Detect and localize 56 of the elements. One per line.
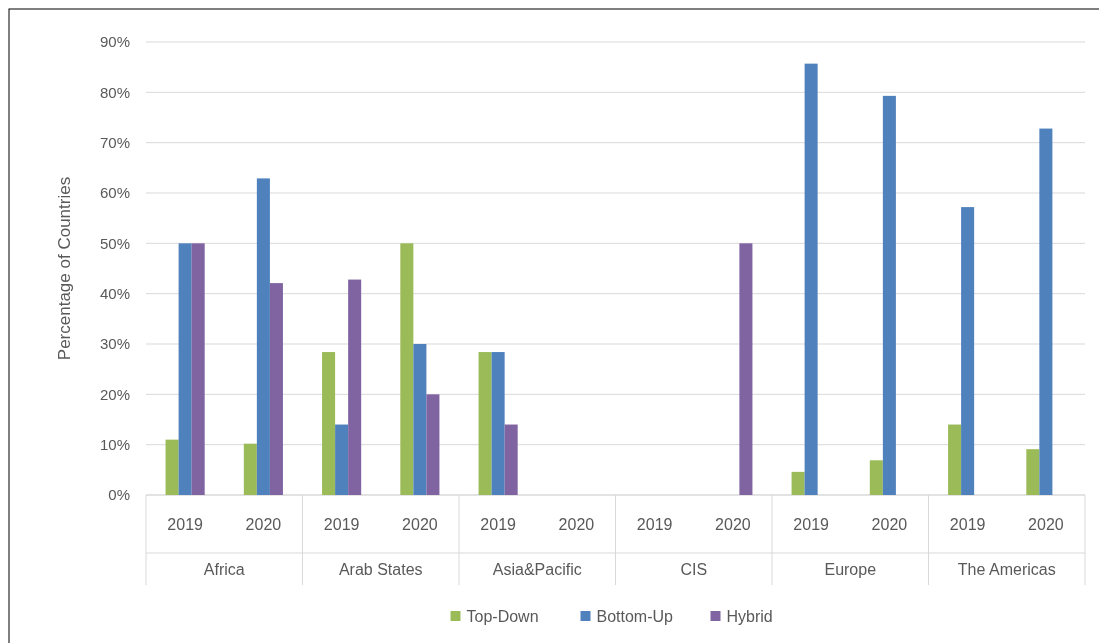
bar xyxy=(791,471,805,495)
x-tick-label: 2019 xyxy=(793,516,830,533)
y-tick-label: 10% xyxy=(99,435,130,453)
bar xyxy=(1026,449,1040,495)
text: Africa xyxy=(203,561,245,578)
y-tick-label: 70% xyxy=(99,133,130,151)
x-tick-label: 2020 xyxy=(245,516,282,533)
y-tick-label: 60% xyxy=(99,184,130,202)
x-tick-label: 2020 xyxy=(402,516,438,533)
y-tick-label: 50% xyxy=(99,234,130,252)
x-tick-label: 2019 xyxy=(323,516,360,533)
y-tick-label: 90% xyxy=(99,33,130,51)
x-tick-label: 2020 xyxy=(1028,516,1064,533)
y-tick-label: 40% xyxy=(99,284,130,302)
x-tick-label: 2020 xyxy=(715,516,751,533)
bar xyxy=(413,344,427,495)
bar xyxy=(191,243,205,495)
x-tick-label: 2019 xyxy=(636,516,673,533)
text: CIS xyxy=(680,561,708,578)
bar xyxy=(1039,128,1053,495)
y-tick-label: 20% xyxy=(99,385,130,403)
x-tick-label: 2019 xyxy=(167,516,204,533)
bar xyxy=(165,439,179,495)
legend-label: Bottom-Up xyxy=(596,607,674,625)
bar xyxy=(426,394,440,495)
bar xyxy=(256,178,270,495)
text: Arab States xyxy=(338,561,423,578)
legend-label: Top-Down xyxy=(466,607,539,625)
text: Europe xyxy=(824,561,877,578)
bar xyxy=(178,243,192,495)
x-tick-label: 2019 xyxy=(949,516,986,533)
bar xyxy=(322,352,336,495)
x-tick-label: 2020 xyxy=(558,516,595,533)
bar xyxy=(348,279,362,495)
bar xyxy=(400,243,414,495)
bar xyxy=(335,424,349,495)
bar xyxy=(491,352,505,495)
y-tick-label: 0% xyxy=(108,486,130,504)
bar xyxy=(804,63,818,495)
bar xyxy=(882,95,896,495)
text: The Americas xyxy=(957,561,1056,578)
x-tick-label: 2020 xyxy=(871,516,908,533)
bar xyxy=(739,243,753,495)
bar xyxy=(478,352,492,495)
bar xyxy=(504,424,518,495)
y-axis-title: Percentage of Countries xyxy=(55,176,74,361)
bar xyxy=(869,460,883,495)
y-tick-label: 80% xyxy=(99,83,130,101)
x-tick-label: 2019 xyxy=(480,516,517,533)
text: Asia&Pacific xyxy=(492,561,582,578)
bar xyxy=(269,283,283,495)
y-tick-label: 30% xyxy=(99,335,130,353)
bar xyxy=(243,443,257,495)
bar xyxy=(948,424,962,495)
legend-label: Hybrid xyxy=(726,607,773,625)
bar xyxy=(961,207,975,495)
